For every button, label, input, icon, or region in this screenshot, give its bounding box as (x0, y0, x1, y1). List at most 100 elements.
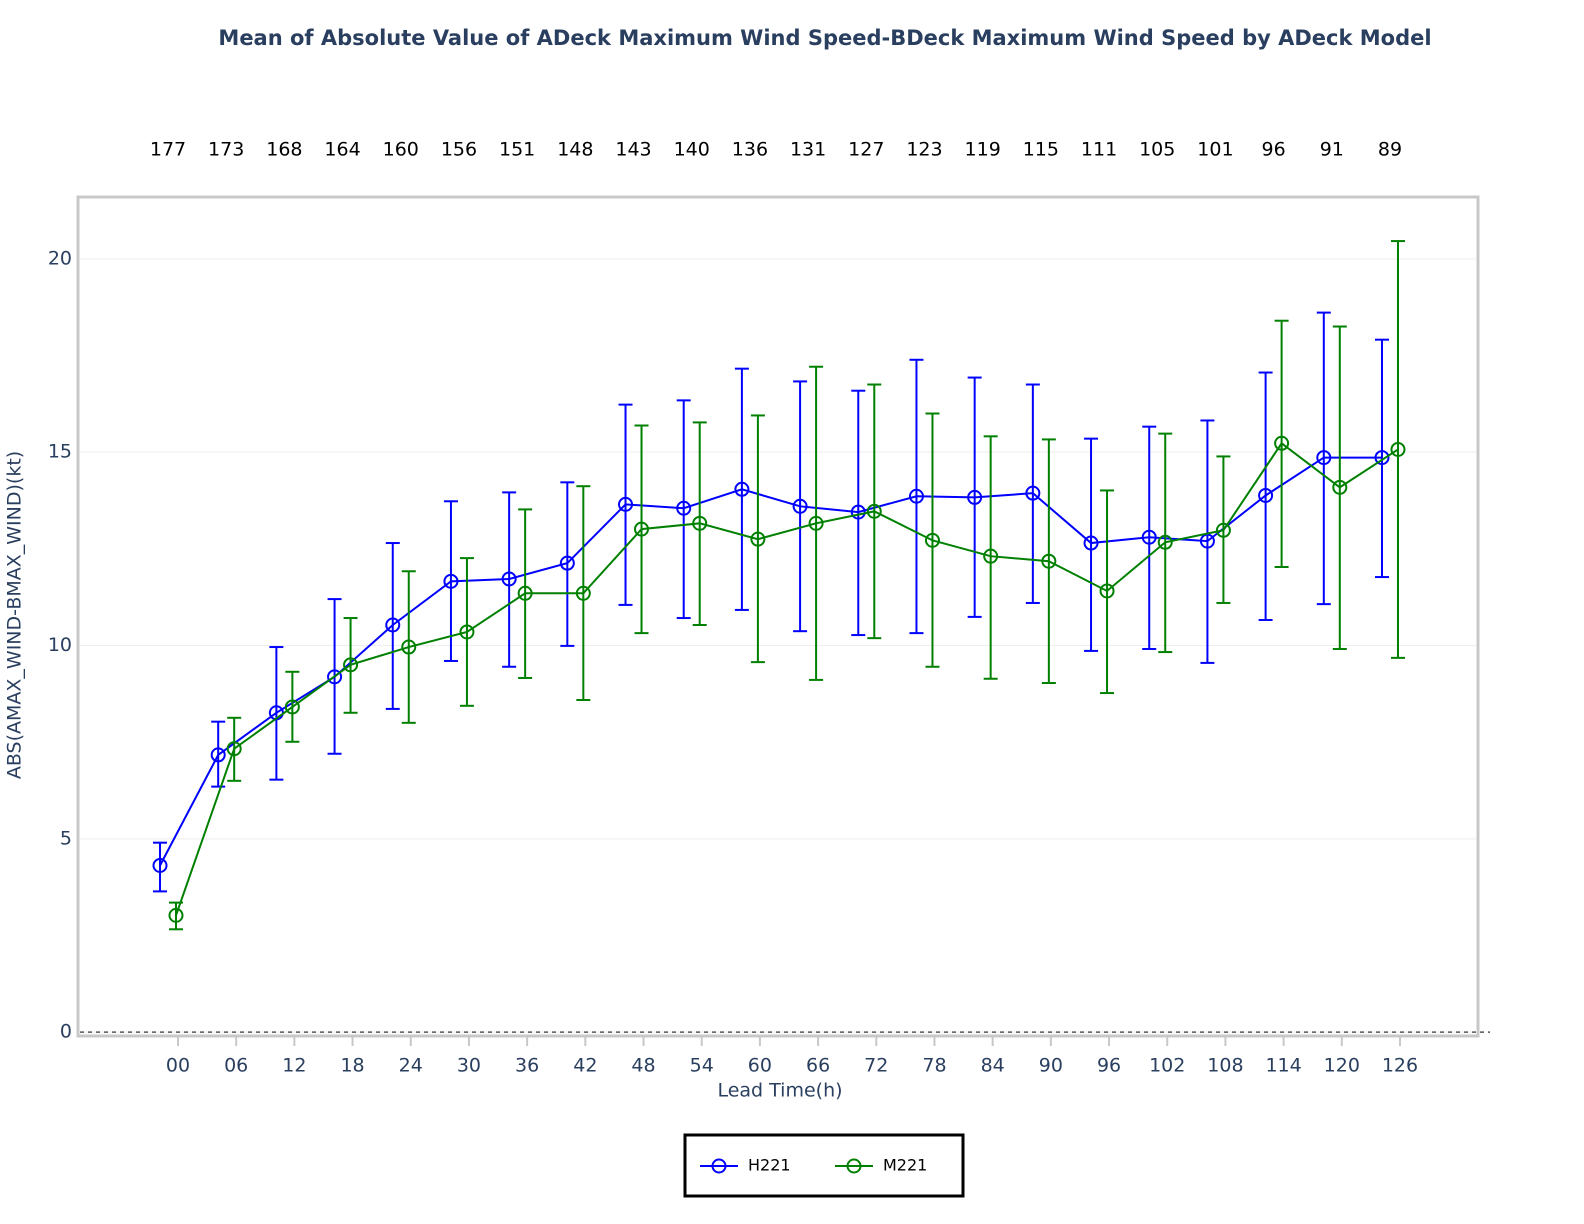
count-label: 177 (150, 139, 186, 161)
marker (284, 699, 300, 715)
marker (1332, 479, 1348, 495)
count-label: 168 (266, 139, 302, 161)
marker (924, 532, 940, 548)
x-tick-label: 102 (1149, 1055, 1185, 1077)
count-label: 164 (324, 139, 360, 161)
marker (692, 515, 708, 531)
marker (517, 585, 533, 601)
x-tick-label: 78 (922, 1055, 946, 1077)
x-tick-label: 06 (224, 1055, 248, 1077)
marker (866, 503, 882, 519)
marker (750, 531, 766, 547)
count-label: 148 (557, 139, 593, 161)
x-tick-label: 126 (1382, 1055, 1418, 1077)
marker (1099, 583, 1115, 599)
count-label: 151 (499, 139, 535, 161)
marker (808, 515, 824, 531)
marker (1316, 450, 1332, 466)
y-tick-label: 20 (48, 247, 72, 269)
x-tick-label: 48 (631, 1055, 655, 1077)
series-line (175, 441, 1399, 916)
x-tick-label: 72 (864, 1055, 888, 1077)
x-tick-label: 54 (690, 1055, 714, 1077)
y-tick-label: 5 (60, 827, 72, 849)
marker (401, 639, 417, 655)
count-label: 96 (1262, 139, 1286, 161)
x-tick-label: 12 (282, 1055, 306, 1077)
legend-marker (846, 1158, 862, 1174)
marker (1374, 450, 1390, 466)
count-label: 123 (906, 139, 942, 161)
count-label: 89 (1378, 139, 1402, 161)
marker (226, 741, 242, 757)
count-label: 156 (441, 139, 477, 161)
x-tick-label: 96 (1097, 1055, 1121, 1077)
marker (1157, 534, 1173, 550)
marker (634, 521, 650, 537)
marker (459, 624, 475, 640)
marker (501, 571, 517, 587)
x-tick-label: 90 (1039, 1055, 1063, 1077)
chart-title: Mean of Absolute Value of ADeck Maximum … (218, 26, 1431, 50)
marker (385, 617, 401, 633)
marker (343, 657, 359, 673)
marker (575, 585, 591, 601)
count-label: 140 (674, 139, 710, 161)
x-tick-label: 108 (1207, 1055, 1243, 1077)
x-axis-title: Lead Time(h) (717, 1080, 842, 1102)
count-label: 105 (1139, 139, 1175, 161)
marker (1083, 535, 1099, 551)
count-label: 119 (965, 139, 1001, 161)
series-line (159, 456, 1382, 866)
count-label: 127 (848, 139, 884, 161)
marker (327, 669, 343, 685)
x-tick-label: 24 (399, 1055, 423, 1077)
marker (967, 489, 983, 505)
marker (676, 500, 692, 516)
legend-marker (711, 1158, 727, 1174)
x-tick-label: 30 (457, 1055, 481, 1077)
marker (734, 481, 750, 497)
x-tick-label: 66 (806, 1055, 830, 1077)
marker (168, 907, 184, 923)
marker (1215, 522, 1231, 538)
marker (792, 498, 808, 514)
marker (1199, 533, 1215, 549)
marker (618, 496, 634, 512)
x-tick-label: 84 (981, 1055, 1005, 1077)
x-tick-label: 42 (573, 1055, 597, 1077)
marker (1025, 485, 1041, 501)
y-axis-title: ABS(AMAX_WIND-BMAX_WIND)(kt) (4, 451, 26, 779)
marker (210, 747, 226, 763)
legend-label: M221 (883, 1156, 927, 1175)
marker (908, 488, 924, 504)
marker (1041, 553, 1057, 569)
x-tick-label: 18 (340, 1055, 364, 1077)
plot-frame (76, 195, 1480, 1038)
count-label: 115 (1023, 139, 1059, 161)
y-tick-label: 0 (60, 1021, 72, 1043)
marker (1390, 441, 1406, 457)
y-tick-label: 15 (48, 441, 72, 463)
count-label: 91 (1320, 139, 1344, 161)
marker (983, 548, 999, 564)
count-label: 143 (615, 139, 651, 161)
count-label: 136 (732, 139, 768, 161)
marker (1141, 529, 1157, 545)
x-tick-label: 00 (166, 1055, 190, 1077)
marker (443, 573, 459, 589)
count-label: 111 (1081, 139, 1117, 161)
x-tick-label: 114 (1265, 1055, 1301, 1077)
marker (1258, 487, 1274, 503)
marker (559, 555, 575, 571)
legend-label: H221 (748, 1156, 791, 1175)
marker (152, 857, 168, 873)
x-tick-label: 60 (748, 1055, 772, 1077)
y-tick-label: 10 (48, 634, 72, 656)
marker (1274, 435, 1290, 451)
count-label: 160 (383, 139, 419, 161)
x-tick-label: 36 (515, 1055, 539, 1077)
count-label: 131 (790, 139, 826, 161)
count-label: 101 (1197, 139, 1233, 161)
